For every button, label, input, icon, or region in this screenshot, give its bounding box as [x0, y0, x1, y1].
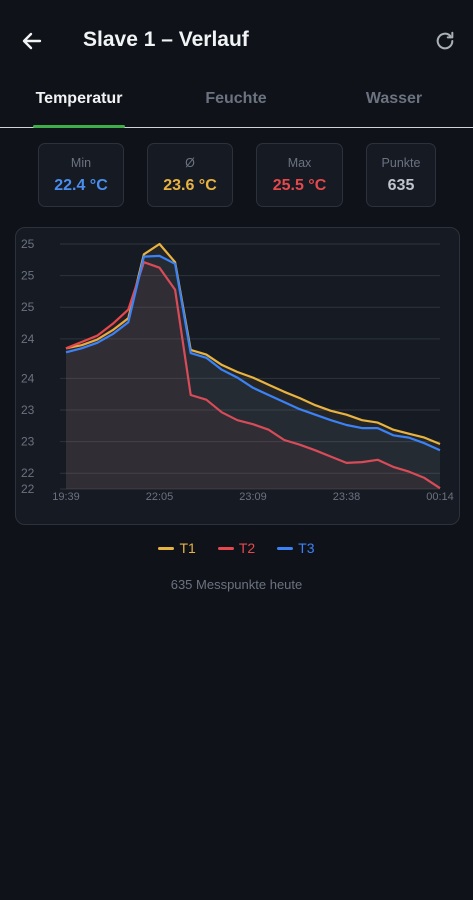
stat-label: Min — [70, 156, 92, 170]
y-tick-label: 25 — [21, 300, 35, 314]
footnote: 635 Messpunkte heute — [170, 577, 303, 592]
series-line — [65, 261, 441, 490]
stat-label: Max — [287, 156, 312, 170]
y-tick-label: 24 — [21, 332, 35, 346]
legend: T1 T2 T3 — [0, 540, 473, 556]
stat-card: Min 22.4 °C — [38, 143, 124, 207]
stat-label: Ø — [185, 156, 195, 170]
series-area — [66, 244, 440, 489]
y-tick-label: 23 — [21, 403, 35, 417]
chart: 22 22 23 23 24 24 25 25 25 19:39 22:05 23:09 23:38 00… — [21, 237, 454, 503]
legend-swatch — [277, 546, 294, 550]
stat-card: Max 25.5 °C — [256, 143, 343, 207]
x-tick-label: 00:14 — [426, 491, 454, 503]
y-tick-label: 22 — [21, 466, 35, 480]
stat-label: Punkte — [381, 156, 421, 170]
legend-label: T2 — [238, 540, 256, 556]
y-tick-label: 22 — [21, 482, 35, 496]
series-line — [65, 254, 441, 452]
stat-value: 23.6 °C — [163, 177, 217, 194]
chart-card — [15, 227, 460, 525]
x-tick-label: 23:09 — [239, 491, 267, 503]
legend-item: T2 — [217, 540, 256, 556]
stat-value: 25.5 °C — [272, 177, 327, 194]
y-tick-label: 24 — [21, 371, 35, 385]
legend-label: T1 — [179, 540, 196, 556]
x-tick-label: 19:39 — [52, 491, 80, 503]
page-title: Slave 1 – Verlauf — [83, 28, 249, 51]
tab[interactable]: Wasser — [365, 90, 423, 107]
stat-card: Ø 23.6 °C — [147, 143, 233, 207]
y-tick-label: 25 — [21, 237, 35, 251]
x-tick-label: 23:38 — [333, 491, 361, 503]
legend-swatch — [158, 546, 175, 550]
tab-divider — [0, 127, 473, 128]
stat-value: 22.4 °C — [54, 177, 108, 194]
back-button[interactable] — [20, 29, 44, 53]
x-tick-label: 22:05 — [146, 491, 174, 503]
series-area — [66, 255, 440, 489]
tab[interactable]: Feuchte — [205, 90, 267, 107]
tab[interactable]: Temperatur — [35, 90, 123, 107]
refresh-button[interactable] — [434, 30, 456, 52]
stat-card: Punkte 635 — [366, 143, 436, 207]
legend-item: T1 — [158, 540, 196, 556]
series-area — [66, 262, 440, 489]
stat-value: 635 — [387, 177, 415, 194]
legend-swatch — [217, 546, 234, 550]
tab-indicator — [33, 125, 125, 128]
y-tick-label: 23 — [21, 435, 35, 449]
legend-item: T3 — [277, 540, 315, 556]
y-tick-label: 25 — [21, 269, 35, 283]
legend-label: T3 — [298, 540, 315, 556]
